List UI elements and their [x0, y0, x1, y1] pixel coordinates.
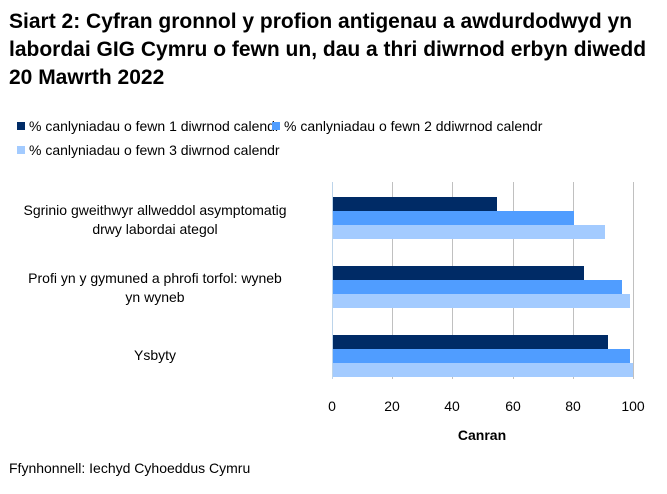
plot-area: [332, 182, 634, 379]
legend-item-1-day: % canlyniadau o fewn 1 diwrnod calendr: [17, 118, 280, 134]
x-tick-label: 20: [384, 398, 400, 414]
legend-swatch-mid-blue: [272, 122, 280, 130]
category-label-community-testing: Profi yn y gymuned a phrofi torfol: wyne…: [0, 269, 315, 307]
category-label-line: yn wyneb: [125, 289, 185, 305]
bar-hospital-2days: [333, 349, 630, 363]
bar-community-3days: [333, 294, 630, 308]
bar-hospital-1day: [333, 335, 608, 349]
x-tick-label: 60: [505, 398, 521, 414]
legend-item-2-days: % canlyniadau o fewn 2 ddiwrnod calendr: [272, 118, 542, 134]
category-label-hospital: Ysbyty: [0, 346, 315, 365]
chart-title: Siart 2: Cyfran gronnol y profion antige…: [9, 10, 647, 89]
gridline: [633, 182, 634, 379]
category-label-line: drwy labordai ategol: [92, 221, 218, 237]
legend-swatch-light-blue: [17, 146, 25, 154]
bar-hospital-3days: [333, 363, 633, 377]
y-axis-line: [332, 182, 333, 379]
x-tick-label: 0: [328, 398, 336, 414]
category-label-line: Sgrinio gweithwyr allweddol asymptomatig: [23, 202, 287, 218]
legend-label: % canlyniadau o fewn 1 diwrnod calendr: [29, 118, 280, 134]
legend-item-3-days: % canlyniadau o fewn 3 diwrnod calendr: [17, 142, 280, 158]
bar-community-1day: [333, 266, 584, 280]
x-axis-title: Canran: [457, 427, 507, 443]
x-tick-label: 100: [621, 398, 645, 414]
x-tick-label: 80: [565, 398, 581, 414]
bar-community-2days: [333, 280, 622, 294]
bar-key-workers-3days: [333, 225, 605, 239]
bar-key-workers-1day: [333, 197, 497, 211]
category-label-line: Profi yn y gymuned a phrofi torfol: wyne…: [28, 270, 282, 286]
bar-key-workers-2days: [333, 211, 574, 225]
category-label-key-workers: Sgrinio gweithwyr allweddol asymptomatig…: [0, 201, 315, 239]
legend-swatch-dark-blue: [17, 122, 25, 130]
source-note: Ffynhonnell: Iechyd Cyhoeddus Cymru: [9, 460, 251, 476]
category-label-line: Ysbyty: [133, 347, 176, 363]
legend-label: % canlyniadau o fewn 3 diwrnod calendr: [29, 142, 280, 158]
legend-label: % canlyniadau o fewn 2 ddiwrnod calendr: [284, 118, 543, 134]
x-tick-label: 40: [444, 398, 460, 414]
